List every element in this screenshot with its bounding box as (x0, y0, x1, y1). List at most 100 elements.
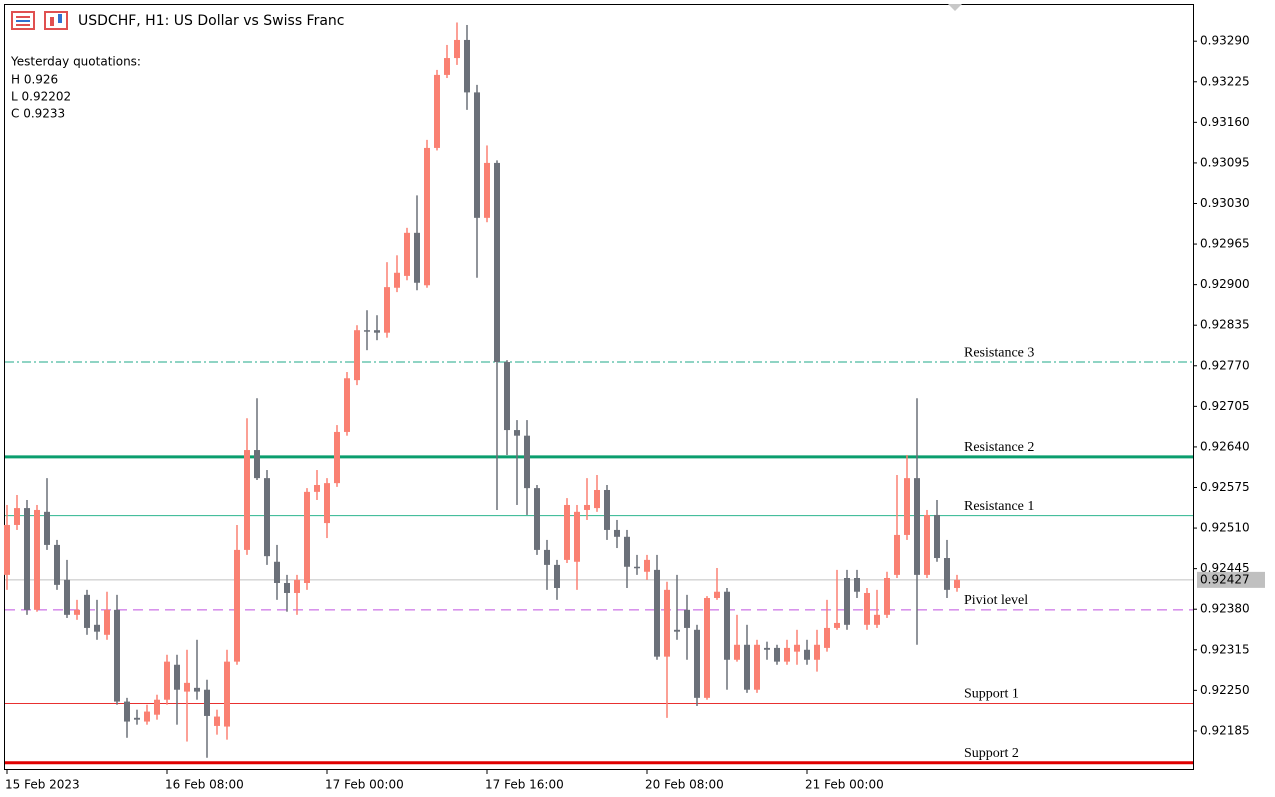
icon-list (11, 11, 35, 30)
candle-body (84, 594, 90, 628)
candle-body (354, 330, 360, 381)
candle-body (884, 578, 890, 615)
candle-body (764, 647, 770, 650)
level-label: Resistance 2 (964, 440, 1034, 455)
candle-body (954, 579, 960, 588)
candle-body (374, 330, 380, 333)
candle-body (924, 514, 930, 575)
candle-body (74, 609, 80, 615)
candle-body (404, 232, 410, 276)
annotation-line: L 0.92202 (11, 90, 71, 104)
y-tick-label: 0.92900 (1200, 277, 1250, 291)
candle-body (934, 514, 940, 559)
chart-title: USDCHF, H1: US Dollar vs Swiss Franc (78, 13, 345, 29)
candle-body (344, 378, 350, 432)
candle-body (684, 609, 690, 628)
candle-body (454, 39, 460, 59)
candle-body (674, 629, 680, 632)
candle-body (284, 582, 290, 593)
shift-marker[interactable] (948, 4, 962, 11)
candle-body (464, 39, 470, 93)
candle-body (384, 287, 390, 333)
candle-body (274, 561, 280, 583)
level-label: Piviot level (964, 593, 1028, 608)
y-tick-label: 0.93095 (1200, 155, 1250, 169)
candle-body (444, 58, 450, 75)
candle-body (554, 564, 560, 588)
candle-body (264, 478, 270, 557)
y-tick-label: 0.93290 (1200, 34, 1250, 48)
y-tick-label: 0.92770 (1200, 358, 1250, 372)
icon-chart[interactable] (44, 11, 68, 30)
candle-body (594, 489, 600, 509)
candle-body (184, 682, 190, 692)
candle-body (494, 162, 500, 363)
candle-body (564, 504, 570, 560)
candle-body (304, 491, 310, 583)
y-tick-label: 0.92510 (1200, 521, 1250, 535)
y-tick-label: 0.92445 (1200, 561, 1250, 575)
candle-body (244, 450, 250, 550)
candle-body (394, 272, 400, 288)
candle-body (124, 701, 130, 722)
candle-body (744, 644, 750, 690)
candle-body (94, 624, 100, 632)
candle-body (54, 544, 60, 585)
level-label: Resistance 1 (964, 499, 1034, 514)
candle-body (644, 559, 650, 572)
candle-body (614, 529, 620, 537)
candle-body (794, 644, 800, 652)
candle-body (824, 627, 830, 648)
candle-body (134, 717, 140, 720)
x-tick-label: 16 Feb 08:00 (165, 778, 244, 792)
x-tick-label: 17 Feb 00:00 (325, 778, 404, 792)
candle-body (944, 558, 950, 590)
annotation-heading: Yesterday quotations: (10, 55, 141, 69)
candle-body (364, 330, 370, 332)
candle-body (874, 614, 880, 625)
candle-body (64, 579, 70, 615)
candle-body (214, 716, 220, 726)
level-label: Resistance 3 (964, 345, 1034, 360)
level-label: Support 1 (964, 687, 1019, 702)
y-tick-label: 0.92575 (1200, 480, 1250, 494)
candle-body (704, 597, 710, 698)
candle-body (584, 504, 590, 510)
y-tick-label: 0.92185 (1200, 723, 1250, 737)
candle-body (14, 508, 20, 525)
candle-body (754, 644, 760, 690)
candle-body (664, 589, 670, 657)
annotation-line: H 0.926 (11, 73, 58, 87)
candle-body (504, 362, 510, 431)
candle-body (254, 450, 260, 479)
candle-body (734, 644, 740, 660)
candle-body (174, 664, 180, 690)
x-tick-label: 17 Feb 16:00 (485, 778, 564, 792)
candle-body (854, 578, 860, 592)
candle-body (894, 534, 900, 575)
candle-body (44, 511, 50, 545)
candle-body (814, 644, 820, 660)
candle-body (484, 162, 490, 218)
y-tick-label: 0.93030 (1200, 196, 1250, 210)
candle-body (434, 74, 440, 148)
current-price-box (1197, 571, 1265, 588)
candle-body (714, 591, 720, 598)
y-tick-label: 0.93225 (1200, 74, 1250, 88)
candle-body (334, 431, 340, 484)
candle-body (474, 92, 480, 218)
candle-body (864, 592, 870, 625)
candle-body (424, 147, 430, 286)
x-tick-label: 15 Feb 2023 (5, 778, 80, 792)
candle-body (634, 566, 640, 569)
x-tick-label: 21 Feb 00:00 (805, 778, 884, 792)
candle-body (234, 549, 240, 662)
current-price-label: 0.92427 (1200, 572, 1250, 586)
y-tick-label: 0.92640 (1200, 439, 1250, 453)
candle-body (224, 661, 230, 727)
candle-body (114, 609, 120, 702)
y-tick-label: 0.92250 (1200, 683, 1250, 697)
